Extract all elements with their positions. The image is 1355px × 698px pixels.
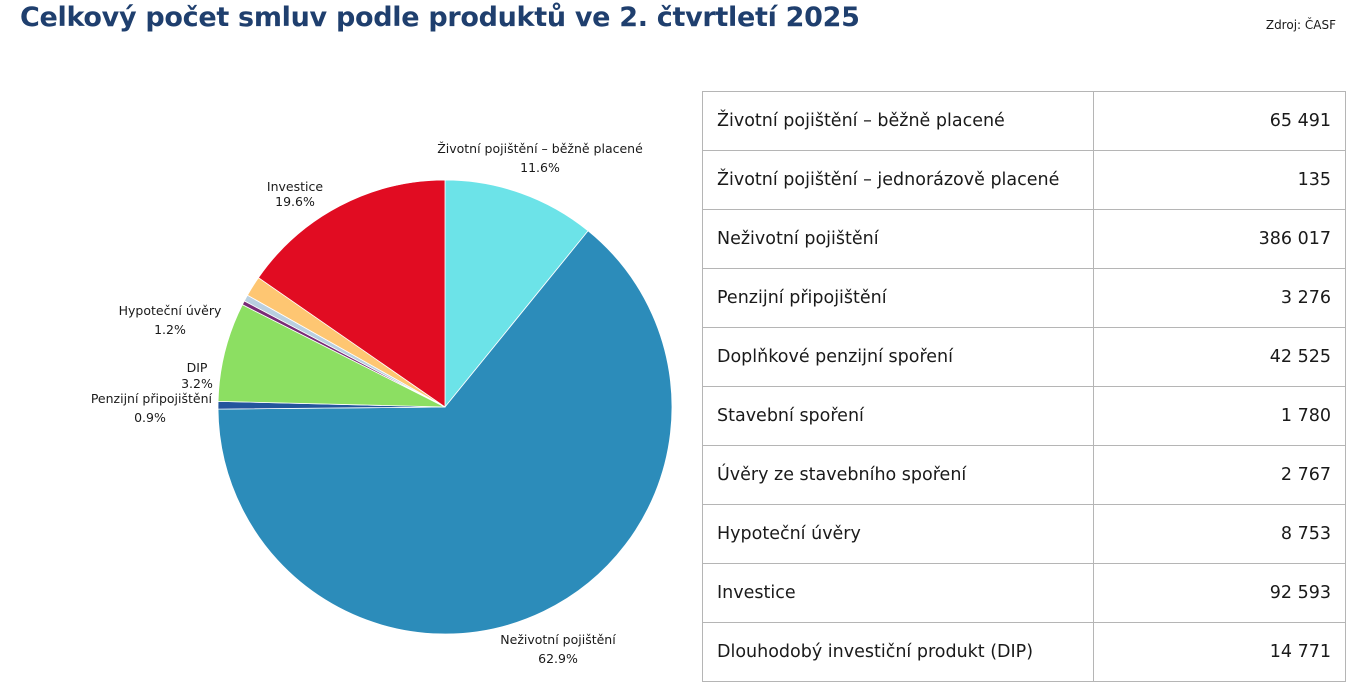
row-label: Dlouhodobý investiční produkt (DIP)	[702, 622, 1094, 682]
pie-label-hypotecni: Hypoteční úvěry	[119, 303, 222, 318]
table-row: Dlouhodobý investiční produkt (DIP) 14 77…	[702, 622, 1346, 682]
row-label: Životní pojištění – běžně placené	[702, 91, 1094, 151]
row-value: 2 767	[1093, 445, 1346, 505]
row-value: 65 491	[1093, 91, 1346, 151]
row-label: Neživotní pojištění	[702, 209, 1094, 269]
table-row: Hypoteční úvěry 8 753	[702, 504, 1346, 564]
pie-label-dip: DIP	[187, 360, 208, 375]
table-row: Stavební spoření 1 780	[702, 386, 1346, 446]
chart-title: Celkový počet smluv podle produktů ve 2.…	[20, 2, 860, 33]
pie-pct-penzijni: 0.9%	[134, 410, 166, 425]
table-row: Penzijní připojištění 3 276	[702, 268, 1346, 328]
row-value: 42 525	[1093, 327, 1346, 387]
row-label: Životní pojištění – jednorázově placené	[702, 150, 1094, 210]
pie-label-penzijni: Penzijní připojištění	[91, 391, 213, 406]
table-row: Neživotní pojištění 386 017	[702, 209, 1346, 269]
row-label: Úvěry ze stavebního spoření	[702, 445, 1094, 505]
row-label: Stavební spoření	[702, 386, 1094, 446]
pie-pct-hypotecni: 1.2%	[154, 322, 186, 337]
pie-pct-investice: 19.6%	[275, 194, 315, 209]
pie-pct-dip: 3.2%	[181, 376, 213, 391]
pie-slice-nezivotni-pojisteni	[217, 230, 673, 635]
row-label: Hypoteční úvěry	[702, 504, 1094, 564]
product-table: Životní pojištění – běžně placené 65 491 …	[702, 91, 1346, 682]
pie-slice-zivotni-pojisteni-bezne-placene	[444, 179, 589, 409]
table-row: Životní pojištění – běžně placené 65 491	[702, 91, 1346, 151]
pie-chart: Životní pojištění – běžně placené 11.6% …	[91, 141, 673, 666]
row-value: 1 780	[1093, 386, 1346, 446]
pie-label-zivotni-bezne: Životní pojištění – běžně placené	[437, 141, 643, 156]
row-value: 135	[1093, 150, 1346, 210]
table-row: Doplňkové penzijní spoření 42 525	[702, 327, 1346, 387]
row-value: 386 017	[1093, 209, 1346, 269]
pie-pct-zivotni-bezne: 11.6%	[520, 160, 560, 175]
pie-slice-doplnkove-penzijni-sporeni	[217, 304, 446, 408]
row-value: 92 593	[1093, 563, 1346, 623]
table-row: Úvěry ze stavebního spoření 2 767	[702, 445, 1346, 505]
row-value: 3 276	[1093, 268, 1346, 328]
pie-label-investice: Investice	[267, 179, 323, 194]
pie-slice-investice	[257, 179, 446, 408]
row-value: 14 771	[1093, 622, 1346, 682]
pie-label-zivotni-nezivotni: Neživotní pojištění	[500, 632, 616, 647]
table-row: Investice 92 593	[702, 563, 1346, 623]
row-value: 8 753	[1093, 504, 1346, 564]
table-row: Životní pojištění – jednorázově placené 1…	[702, 150, 1346, 210]
row-label: Penzijní připojištění	[702, 268, 1094, 328]
pie-pct-nezivotni: 62.9%	[538, 651, 578, 666]
row-label: Investice	[702, 563, 1094, 623]
source-note: Zdroj: ČASF	[1265, 18, 1336, 32]
row-label: Doplňkové penzijní spoření	[702, 327, 1094, 387]
